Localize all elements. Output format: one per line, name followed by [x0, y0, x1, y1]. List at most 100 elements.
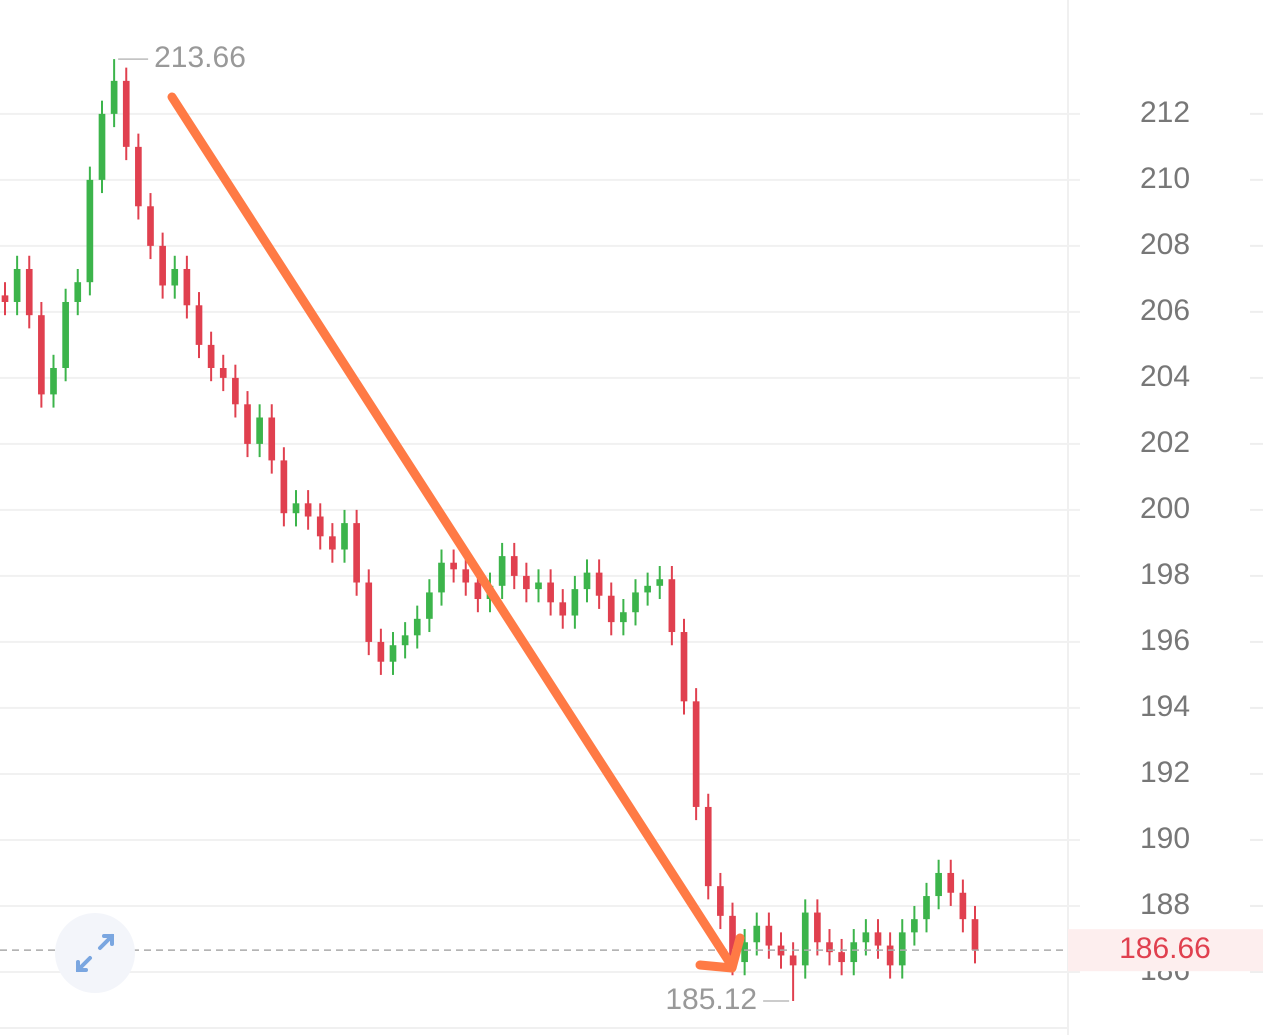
y-tick-label: 198	[1140, 558, 1190, 591]
candle-body	[850, 942, 858, 963]
candle-body	[389, 645, 397, 662]
candle-body	[510, 556, 518, 576]
candle-body	[183, 268, 191, 306]
candle-body	[620, 612, 627, 623]
candle-body	[316, 516, 324, 537]
candle-body	[147, 206, 154, 246]
candle-body	[135, 146, 142, 207]
y-tick-label: 190	[1140, 822, 1190, 855]
candle-body	[523, 575, 530, 590]
candle-body	[692, 701, 700, 807]
candle-body	[341, 523, 348, 550]
candle-body	[122, 80, 130, 147]
candle-body	[886, 945, 894, 966]
y-tick-label: 192	[1140, 756, 1190, 789]
candle-body	[607, 595, 615, 623]
max-label: 213.66	[154, 41, 246, 74]
candle-body	[74, 282, 82, 302]
y-tick-label: 206	[1140, 294, 1190, 327]
y-tick-label: 208	[1140, 228, 1190, 261]
candle-body	[741, 942, 748, 963]
candle-body	[826, 942, 833, 953]
candle-body	[959, 892, 967, 920]
candle-body	[292, 503, 300, 514]
candle-body	[232, 377, 239, 405]
candle-body	[814, 912, 821, 943]
y-tick-label: 204	[1140, 360, 1190, 393]
trend-arrow	[167, 92, 733, 965]
candle-body	[717, 886, 724, 916]
candle-body	[195, 305, 203, 345]
candle-body	[62, 301, 69, 368]
candle-body	[86, 179, 94, 283]
candle-body	[244, 404, 251, 444]
candle-body	[353, 523, 360, 583]
plot: 1861881901921941961982002022042062082102…	[0, 41, 1263, 1016]
candle-body	[50, 367, 57, 395]
candle-body	[38, 315, 45, 395]
candle-body	[268, 417, 276, 461]
candle-body	[450, 562, 457, 570]
candle-body	[462, 569, 470, 583]
candle-body	[438, 562, 445, 593]
candle-body	[801, 912, 809, 966]
candle-body	[377, 641, 385, 662]
candle-body	[862, 932, 870, 943]
candle-body	[668, 579, 676, 633]
candle-body	[171, 268, 179, 286]
candle-body	[911, 919, 918, 933]
candle-body	[789, 955, 797, 966]
y-tick-label: 202	[1140, 426, 1190, 459]
candle-body	[583, 572, 591, 590]
candle-body	[898, 932, 906, 966]
candle-body	[729, 915, 736, 963]
candle-body	[365, 582, 373, 642]
candle-body	[559, 602, 567, 616]
candle-body	[947, 872, 955, 893]
candle-body	[25, 268, 33, 316]
candle-body	[329, 536, 336, 550]
candle-body	[304, 503, 312, 517]
y-tick-label: 188	[1140, 888, 1190, 921]
candle-body	[98, 113, 106, 180]
candle-body	[474, 582, 482, 600]
candle-body	[547, 582, 554, 603]
expand-button[interactable]	[55, 913, 135, 993]
candle-body	[219, 367, 227, 378]
candle-body	[535, 582, 542, 590]
candle-body	[401, 635, 409, 646]
candle-body	[207, 344, 215, 368]
candle-body	[280, 460, 288, 514]
candle-body	[923, 896, 930, 920]
candle-body	[110, 80, 118, 114]
candle-body	[753, 925, 761, 943]
candle-body	[571, 589, 579, 616]
candle-body	[426, 592, 433, 619]
candle-body	[656, 579, 664, 586]
y-tick-label: 212	[1140, 96, 1190, 129]
candle-body	[256, 417, 263, 444]
candle-body	[704, 806, 712, 887]
candle-body	[413, 618, 421, 636]
candle-body	[595, 572, 603, 596]
candle-body	[765, 925, 773, 946]
candle-body	[644, 585, 651, 593]
candle-body	[13, 268, 21, 302]
candle-body	[498, 556, 506, 586]
candle-body	[935, 872, 942, 897]
candle-body	[1, 295, 9, 302]
y-tick-label: 200	[1140, 492, 1190, 525]
last-price-box	[1068, 929, 1263, 972]
candle-body	[838, 952, 845, 963]
last-price-label: 186.66	[1119, 932, 1211, 965]
candle-body	[874, 932, 882, 946]
candle-body	[159, 245, 166, 286]
y-tick-label: 210	[1140, 162, 1190, 195]
y-tick-label: 196	[1140, 624, 1190, 657]
price-axis-panel	[1068, 0, 1263, 1035]
min-label: 185.12	[665, 983, 757, 1016]
candle-body	[632, 592, 639, 613]
candle-body	[680, 632, 688, 702]
candle-body	[971, 919, 979, 951]
